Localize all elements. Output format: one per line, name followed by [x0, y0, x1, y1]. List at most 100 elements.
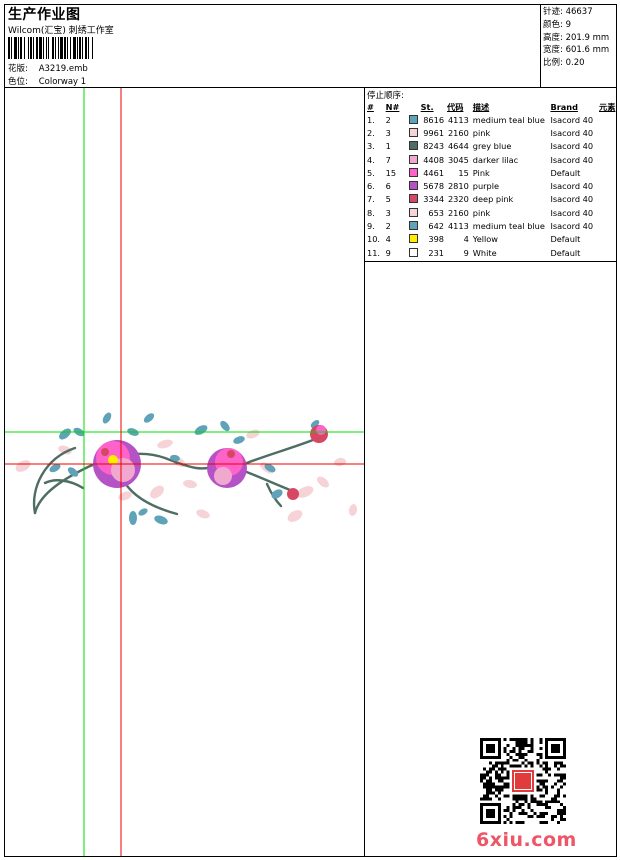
- col-header-swatch: [409, 100, 420, 113]
- table-divider: [364, 261, 617, 262]
- row-code: 9: [463, 247, 469, 258]
- col-header-brand: Brand: [550, 101, 578, 112]
- stat-scale: 比例: 0.20: [543, 57, 609, 70]
- table-row: 1. 2 8616 4113 medium teal blue Isacord 40: [365, 113, 620, 126]
- color-swatch: [409, 181, 419, 191]
- barcode-icon: [8, 37, 93, 59]
- row-code: 4644: [447, 141, 469, 152]
- col-header-element: 元素: [599, 101, 616, 112]
- color-swatch: [409, 234, 419, 244]
- stats-divider: [540, 4, 541, 88]
- col-header-index: #: [367, 101, 374, 112]
- color-swatch: [409, 114, 419, 124]
- row-description: pink: [472, 127, 491, 138]
- row-stitches: 8616: [423, 114, 445, 125]
- row-swatch: [409, 113, 420, 126]
- design-name-label: 花版:: [8, 64, 28, 74]
- row-swatch: [409, 166, 420, 179]
- row-stitches: 642: [428, 221, 445, 232]
- row-swatch: [409, 246, 420, 259]
- colorway-value: Colorway 1: [38, 77, 87, 87]
- row-brand: Default: [550, 247, 581, 258]
- row-needle: 4: [385, 234, 391, 245]
- color-swatch: [409, 221, 419, 231]
- row-needle: 3: [385, 207, 391, 218]
- row-needle: 9: [385, 247, 391, 258]
- row-index: 5.: [367, 167, 375, 178]
- row-index: 9.: [367, 221, 375, 232]
- row-stitches: 5678: [423, 181, 445, 192]
- stat-value: 601.6 mm: [565, 45, 610, 56]
- row-element: [599, 113, 620, 126]
- col-header-description: 描述: [472, 101, 490, 112]
- row-code: 3045: [447, 154, 469, 165]
- row-element: [599, 179, 620, 192]
- qr-code-icon: [480, 738, 566, 824]
- row-brand: Isacord 40: [550, 154, 594, 165]
- row-element: [599, 206, 620, 219]
- company-name: Wilcom(汇宝) 刺绣工作室: [8, 26, 114, 36]
- row-element: [599, 246, 620, 259]
- row-swatch: [409, 153, 420, 166]
- row-code: 2810: [447, 181, 469, 192]
- stat-width: 宽度: 601.6 mm: [543, 44, 609, 57]
- row-code: 4: [463, 234, 469, 245]
- row-description: medium teal blue: [472, 221, 545, 232]
- row-brand: Isacord 40: [550, 141, 594, 152]
- table-row: 5. 15 4461 15 Pink Default: [365, 166, 620, 179]
- row-needle: 5: [385, 194, 391, 205]
- row-stitches: 398: [428, 234, 445, 245]
- row-index: 10.: [367, 234, 381, 245]
- table-row: 11. 9 231 9 White Default: [365, 246, 620, 259]
- stamp-icon: [512, 770, 534, 792]
- stat-label: 颜色:: [543, 19, 563, 30]
- row-brand: Isacord 40: [550, 127, 594, 138]
- row-needle: 15: [385, 167, 397, 178]
- row-swatch: [409, 140, 420, 153]
- row-description: grey blue: [472, 141, 512, 152]
- design-name-value: A3219.emb: [38, 64, 88, 74]
- row-stitches: 4461: [423, 167, 445, 178]
- row-description: deep pink: [472, 194, 514, 205]
- row-index: 7.: [367, 194, 375, 205]
- col-header-stitches: St.: [420, 101, 434, 112]
- row-needle: 3: [385, 127, 391, 138]
- row-element: [599, 153, 620, 166]
- colorway-row: 色位: Colorway 1: [8, 75, 86, 87]
- row-index: 3.: [367, 141, 375, 152]
- stat-value: 0.20: [565, 58, 585, 69]
- color-swatch: [409, 141, 419, 151]
- table-header-row: # N# St. 代码 描述 Brand 元素: [365, 100, 620, 113]
- row-code: 4113: [447, 221, 469, 232]
- row-element: [599, 126, 620, 139]
- stop-sequence-title: 停止顺序:: [367, 91, 404, 101]
- stat-label: 宽度:: [543, 45, 563, 56]
- row-brand: Default: [550, 234, 581, 245]
- row-swatch: [409, 219, 420, 232]
- row-description: darker lilac: [472, 154, 519, 165]
- table-row: 8. 3 653 2160 pink Isacord 40: [365, 206, 620, 219]
- row-code: 2160: [447, 127, 469, 138]
- table-row: 6. 6 5678 2810 purple Isacord 40: [365, 179, 620, 192]
- stat-label: 高度:: [543, 32, 563, 43]
- stat-value: 9: [565, 19, 571, 30]
- design-divider: [364, 88, 365, 857]
- page-frame: [4, 4, 617, 857]
- row-needle: 2: [385, 114, 391, 125]
- table-row: 9. 2 642 4113 medium teal blue Isacord 40: [365, 219, 620, 232]
- row-brand: Isacord 40: [550, 221, 594, 232]
- row-needle: 6: [385, 181, 391, 192]
- color-swatch: [409, 167, 419, 177]
- stat-label: 比例:: [543, 58, 563, 69]
- row-index: 1.: [367, 114, 375, 125]
- teal-leaves: [49, 412, 320, 525]
- row-stitches: 653: [428, 207, 445, 218]
- row-swatch: [409, 126, 420, 139]
- row-code: 15: [458, 167, 469, 178]
- row-description: Yellow: [472, 234, 499, 245]
- header-divider: [4, 87, 617, 88]
- row-description: medium teal blue: [472, 114, 545, 125]
- row-stitches: 4408: [423, 154, 445, 165]
- watermark-text: 6xiu.com: [476, 829, 577, 851]
- flower-center: [207, 448, 247, 488]
